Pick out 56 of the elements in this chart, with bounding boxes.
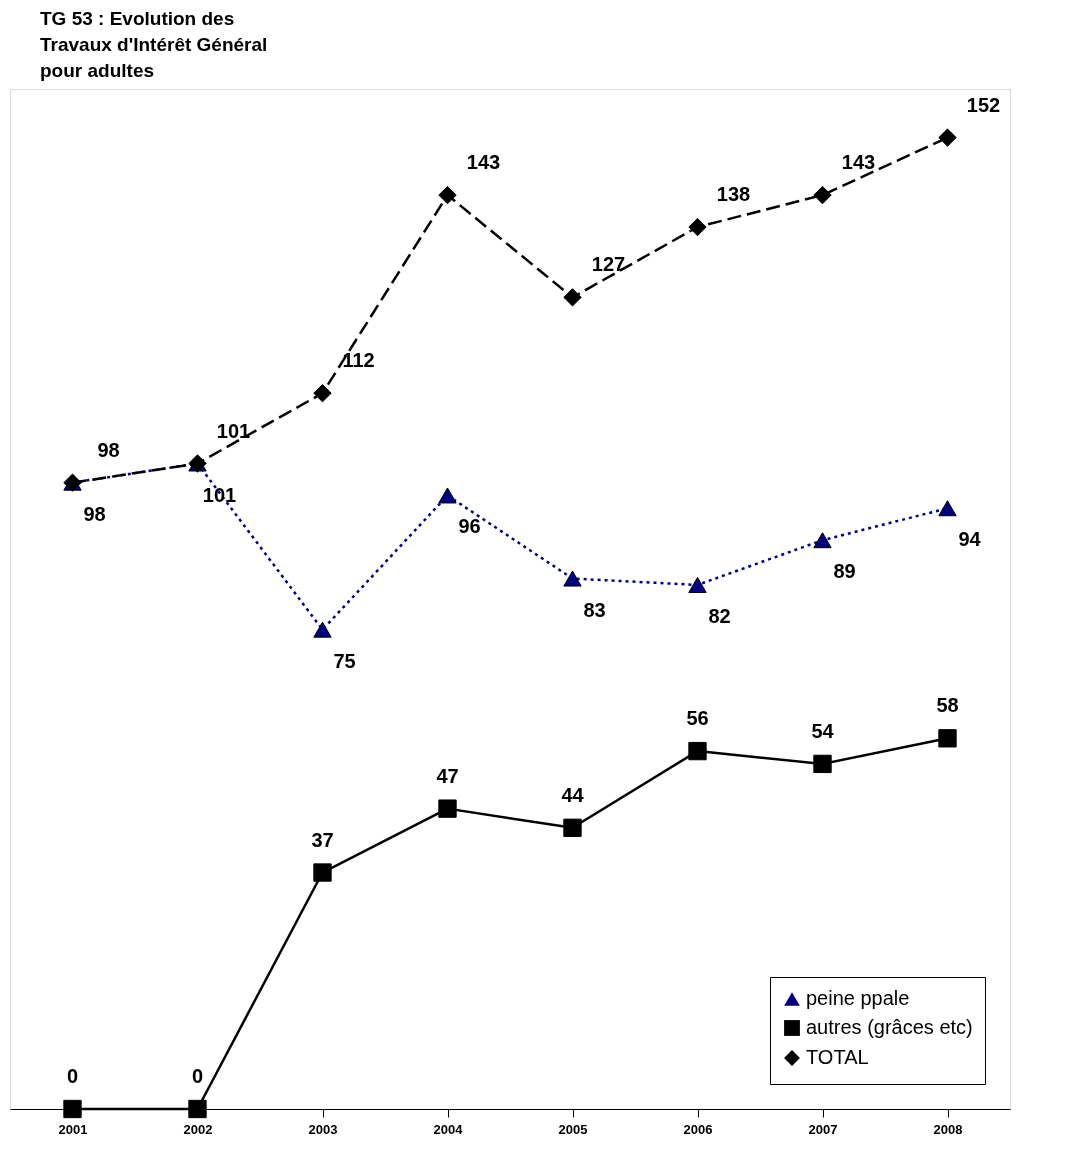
point (313, 384, 332, 403)
point (188, 1099, 207, 1119)
data-label: 75 (333, 649, 356, 672)
data-label: 82 (708, 604, 731, 627)
x-tick-label: 2003 (308, 1121, 338, 1137)
data-label: 47 (436, 764, 459, 787)
point (63, 1099, 82, 1119)
point (938, 729, 957, 748)
point (938, 500, 957, 517)
legend-label: peine ppale (806, 987, 910, 1009)
data-label: 101 (216, 419, 251, 442)
data-label: 112 (342, 349, 375, 372)
data-label: 138 (716, 183, 751, 206)
x-tick-label: 2006 (683, 1121, 713, 1137)
x-tick-label: 2005 (558, 1121, 588, 1137)
data-label: 143 (466, 151, 501, 174)
point (563, 570, 582, 587)
data-label: 0 (191, 1065, 204, 1087)
point (438, 799, 457, 818)
data-label: 54 (811, 719, 835, 742)
data-label: 44 (561, 783, 585, 806)
data-label: 83 (583, 598, 606, 621)
point (563, 818, 582, 837)
data-label: 0 (66, 1065, 79, 1087)
data-label: 37 (311, 828, 334, 851)
data-label: 127 (591, 253, 626, 276)
point (813, 532, 832, 549)
point (688, 217, 707, 237)
data-label: 98 (83, 502, 106, 525)
point (563, 288, 582, 307)
data-label: 58 (936, 694, 959, 717)
point (438, 185, 457, 205)
x-tick-label: 2002 (183, 1121, 213, 1137)
x-tick-label: 2008 (933, 1121, 963, 1137)
legend-label: TOTAL (806, 1046, 869, 1068)
point (813, 185, 832, 205)
data-label: 89 (833, 560, 856, 583)
data-label: 96 (458, 515, 481, 538)
x-tick-label: 2001 (58, 1121, 88, 1137)
point (688, 576, 707, 593)
data-label: 94 (958, 528, 982, 551)
x-tick-label: 2004 (433, 1121, 464, 1137)
point (313, 863, 332, 882)
data-label: 143 (841, 151, 876, 174)
data-label: 98 (97, 438, 120, 461)
data-label: 152 (966, 93, 1001, 116)
point (688, 741, 707, 761)
point (813, 754, 832, 774)
data-label: 101 (202, 483, 237, 506)
x-tick-label: 2007 (808, 1121, 838, 1137)
point (438, 487, 457, 504)
legend-label: autres (grâces etc) (806, 1016, 973, 1038)
point (938, 128, 957, 147)
point (313, 621, 332, 638)
chart-title: TG 53 : Evolution des Travaux d'Intérêt Général pour adultes (40, 8, 268, 81)
data-label: 56 (686, 707, 709, 730)
